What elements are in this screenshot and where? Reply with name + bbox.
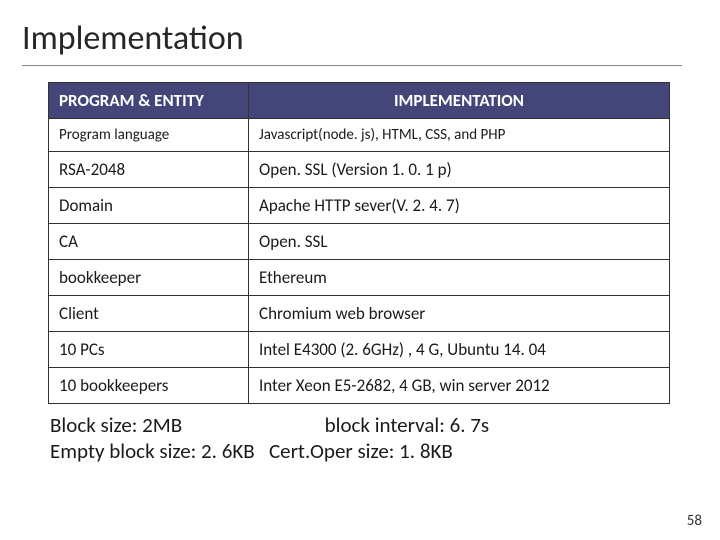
cell-impl: Ethereum [249, 260, 670, 296]
cell-entity: RSA-2048 [49, 152, 249, 188]
table-row: Program language Javascript(node. js), H… [49, 119, 670, 152]
table-row: CA Open. SSL [49, 224, 670, 260]
cell-entity: 10 PCs [49, 332, 249, 368]
note-line-1: Block size: 2MB block interval: 6. 7s [50, 412, 692, 438]
footer-notes: Block size: 2MB block interval: 6. 7s Em… [50, 412, 692, 465]
cell-entity: Program language [49, 119, 249, 152]
cell-impl: Inter Xeon E5-2682, 4 GB, win server 201… [249, 368, 670, 404]
implementation-table: PROGRAM & ENTITY IMPLEMENTATION Program … [48, 82, 670, 404]
table-header-row: PROGRAM & ENTITY IMPLEMENTATION [49, 83, 670, 119]
slide: Implementation PROGRAM & ENTITY IMPLEMEN… [0, 0, 720, 540]
table-row: bookkeeper Ethereum [49, 260, 670, 296]
table-row: 10 PCs Intel E4300 (2. 6GHz) , 4 G, Ubun… [49, 332, 670, 368]
cell-impl: Apache HTTP sever(V. 2. 4. 7) [249, 188, 670, 224]
table-row: 10 bookkeepers Inter Xeon E5-2682, 4 GB,… [49, 368, 670, 404]
cell-impl: Open. SSL (Version 1. 0. 1 p) [249, 152, 670, 188]
note-line-2: Empty block size: 2. 6KB Cert.Oper size:… [50, 438, 692, 464]
title-underline [22, 65, 682, 66]
table-body: Program language Javascript(node. js), H… [49, 119, 670, 404]
cell-entity: CA [49, 224, 249, 260]
cell-impl: Chromium web browser [249, 296, 670, 332]
cell-impl: Intel E4300 (2. 6GHz) , 4 G, Ubuntu 14. … [249, 332, 670, 368]
slide-title: Implementation [22, 18, 692, 59]
cell-entity: 10 bookkeepers [49, 368, 249, 404]
cell-entity: Domain [49, 188, 249, 224]
cell-impl: Javascript(node. js), HTML, CSS, and PHP [249, 119, 670, 152]
cell-entity: bookkeeper [49, 260, 249, 296]
header-col1: PROGRAM & ENTITY [49, 83, 249, 119]
table-row: Client Chromium web browser [49, 296, 670, 332]
table-row: RSA-2048 Open. SSL (Version 1. 0. 1 p) [49, 152, 670, 188]
table-row: Domain Apache HTTP sever(V. 2. 4. 7) [49, 188, 670, 224]
page-number: 58 [687, 512, 702, 530]
header-col2: IMPLEMENTATION [249, 83, 670, 119]
cell-impl: Open. SSL [249, 224, 670, 260]
cell-entity: Client [49, 296, 249, 332]
